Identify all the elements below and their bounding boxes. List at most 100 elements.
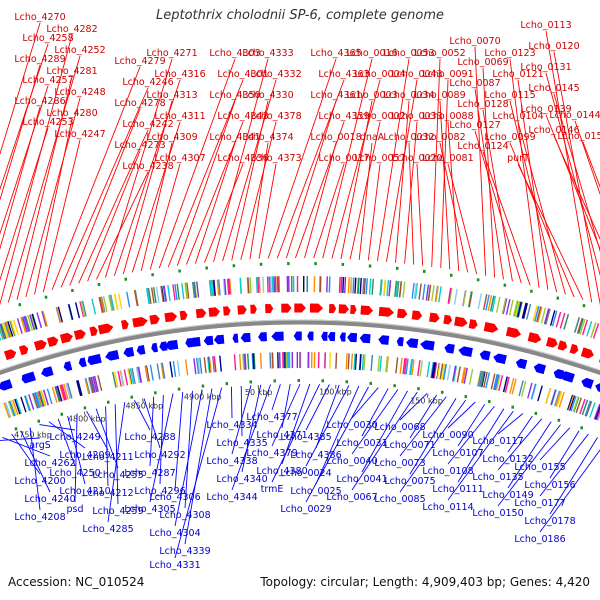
outer-tick-mark [395, 266, 399, 270]
reverse-gene-label: Lcho_0025 [290, 486, 341, 497]
forward-gene-label: Lcho_0145 [528, 83, 579, 94]
forward-gene-label: Lcho_4279 [114, 56, 165, 67]
reverse-gene-arrow [533, 363, 547, 375]
forward-feature-bar [6, 321, 13, 338]
forward-feature-bar [57, 306, 64, 323]
forward-gene-label: Lcho_4307 [154, 153, 205, 164]
forward-feature-bar [42, 310, 48, 327]
reverse-label-connector [399, 393, 428, 421]
reverse-label-connector [549, 430, 580, 479]
reverse-label-connector [497, 424, 561, 507]
reverse-gene-label: Lcho_0149 [482, 490, 533, 501]
reverse-feature-bar [570, 395, 577, 412]
outer-tick-mark [259, 262, 263, 266]
forward-label-connector [408, 142, 415, 265]
reverse-feature-bar [495, 374, 501, 391]
forward-feature-bar [477, 293, 483, 310]
forward-feature-bar [10, 320, 17, 336]
forward-feature-bar [534, 305, 540, 322]
forward-gene-arrow [164, 312, 178, 323]
reverse-feature-bar [67, 382, 73, 399]
reverse-feature-bar [87, 377, 93, 394]
reverse-feature-bar [76, 380, 82, 397]
forward-gene-arrow [545, 337, 558, 348]
reverse-label-connector [20, 430, 51, 493]
reverse-gene-label: Lcho_0186 [514, 534, 565, 545]
forward-label-connector [267, 58, 337, 259]
reverse-gene-arrow [515, 358, 528, 370]
reverse-label-connector [457, 403, 486, 447]
reverse-feature-bar [184, 359, 189, 376]
forward-gene-label: Lcho_0131 [520, 62, 571, 73]
inner-tick-mark [14, 427, 18, 431]
reverse-feature-bar [156, 363, 161, 380]
forward-label-connector [104, 58, 173, 278]
forward-label-connector [517, 79, 549, 290]
outer-tick-mark [314, 262, 317, 266]
reverse-feature-bar [36, 391, 43, 408]
backbone-highlight [0, 319, 600, 371]
forward-feature-bar [418, 283, 422, 300]
reverse-label-connector [105, 406, 109, 487]
reverse-label-connector [361, 388, 389, 437]
reverse-feature-bar [347, 353, 350, 370]
reverse-gene-label: Lcho_0068 [374, 422, 425, 433]
reverse-feature-bar [403, 358, 408, 375]
forward-gene-label: Lcho_4282 [46, 24, 97, 35]
outer-tick-mark [582, 304, 586, 308]
forward-feature-bar [222, 278, 226, 296]
forward-feature-bar [487, 295, 493, 312]
forward-feature-bar [193, 281, 197, 298]
reverse-label-connector [107, 402, 126, 523]
forward-gene-label: Lcho_4289 [14, 54, 65, 65]
reverse-gene-label: Lcho_0117 [472, 436, 523, 447]
reverse-gene-label: Lcho_0108 [422, 466, 473, 477]
reverse-gene-arrow [321, 331, 328, 341]
reverse-label-connector [497, 413, 524, 435]
forward-label-connector [176, 100, 236, 266]
outer-tick-mark [476, 278, 480, 282]
forward-feature-bar [592, 323, 600, 339]
reverse-feature-bar [63, 383, 69, 400]
inner-tick-mark [177, 387, 181, 391]
reverse-gene-arrow [559, 371, 575, 383]
reverse-feature-bar [594, 404, 600, 420]
reverse-label-connector [361, 390, 408, 473]
forward-feature-bar [517, 301, 523, 318]
forward-feature-bar [91, 298, 97, 315]
forward-feature-bar [20, 317, 27, 333]
forward-feature-bar [249, 277, 252, 294]
reverse-gene-label: Lcho_0067 [326, 492, 377, 503]
outer-tick-mark [556, 296, 560, 300]
reverse-feature-bar [558, 391, 565, 408]
reverse-gene-label: trmE [261, 484, 284, 495]
forward-gene-label: Lcho_4301 [217, 69, 268, 80]
forward-feature-bar [502, 298, 508, 315]
reverse-label-connector [315, 384, 340, 449]
forward-gene-arrow [443, 314, 453, 325]
reverse-gene-label: Lcho_4308 [159, 510, 210, 521]
forward-gene-arrow [33, 339, 47, 351]
forward-label-connector [474, 88, 504, 280]
forward-feature-bar [223, 278, 227, 295]
reverse-feature-bar [199, 357, 203, 374]
reverse-gene-arrow [240, 332, 251, 343]
forward-feature-bar [255, 276, 258, 293]
forward-feature-bar [0, 323, 6, 340]
reverse-feature-bar [111, 371, 117, 388]
inner-tick-mark [511, 405, 514, 409]
outer-tick-mark [205, 266, 208, 270]
reverse-gene-arrow [359, 333, 371, 344]
forward-gene-label: Lcho_4365 [310, 48, 361, 59]
reverse-feature-bar [595, 408, 600, 421]
reverse-feature-bar [207, 356, 211, 373]
reverse-feature-bar [593, 403, 600, 420]
reverse-gene-arrow [339, 332, 346, 342]
reverse-gene-arrow [271, 331, 284, 341]
forward-feature-bar [522, 303, 528, 319]
forward-feature-bar [1, 322, 9, 339]
reverse-feature-bar [213, 356, 217, 373]
forward-feature-bar [396, 280, 400, 298]
forward-feature-bar [512, 300, 518, 317]
reverse-label-connector [231, 385, 252, 455]
